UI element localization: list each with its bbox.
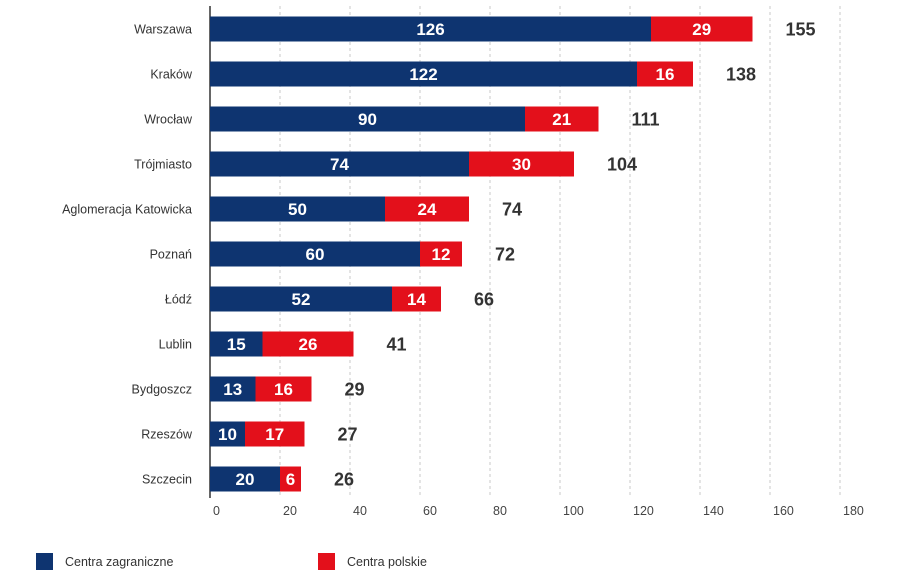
bar-segment-polish xyxy=(420,241,462,267)
category-label: Łódź xyxy=(165,293,192,307)
total-value-label: 138 xyxy=(726,65,756,85)
bar-segment-polish xyxy=(392,286,441,312)
total-value-label: 72 xyxy=(495,245,515,265)
category-label: Aglomeracja Katowicka xyxy=(62,203,192,217)
bar-segment-foreign xyxy=(210,151,469,177)
bar-segment-polish xyxy=(637,61,693,87)
legend-item-polish: Centra polskie xyxy=(318,553,427,570)
bar-value-label: 24 xyxy=(418,200,437,219)
category-label: Warszawa xyxy=(134,23,192,37)
category-labels: Warszawa Kraków Wrocław Trójmiasto Aglomerac… xyxy=(62,23,193,487)
bar-segment-foreign xyxy=(210,61,637,87)
bar-segment-polish xyxy=(525,106,599,132)
bar-value-label: 16 xyxy=(656,65,675,84)
bar-value-label: 60 xyxy=(306,245,325,264)
x-tick-label: 0 xyxy=(213,504,220,518)
bar-value-label: 13 xyxy=(223,380,242,399)
bar-segment-foreign xyxy=(210,466,280,492)
bar-segment-polish xyxy=(255,376,312,402)
x-tick-label: 160 xyxy=(773,504,794,518)
category-label: Bydgoszcz xyxy=(132,383,192,397)
x-tick-label: 20 xyxy=(283,504,297,518)
bar-value-label: 21 xyxy=(552,110,571,129)
bar-segment-foreign xyxy=(210,196,385,222)
legend-swatch-foreign xyxy=(36,553,53,570)
bar-value-label: 12 xyxy=(432,245,451,264)
x-tick-label: 180 xyxy=(843,504,864,518)
bar-value-label: 90 xyxy=(358,110,377,129)
bar-value-label: 6 xyxy=(286,470,295,489)
bar-value-label: 14 xyxy=(407,290,426,309)
total-value-label: 41 xyxy=(387,335,407,355)
total-value-label: 29 xyxy=(345,380,365,400)
category-label: Trójmiasto xyxy=(134,158,192,172)
bar-segment-foreign xyxy=(210,106,525,132)
bar-value-label: 74 xyxy=(330,155,349,174)
legend-item-foreign: Centra zagraniczne xyxy=(36,553,173,570)
total-value-label: 104 xyxy=(607,155,637,175)
bar-value-label: 15 xyxy=(227,335,246,354)
total-value-label: 27 xyxy=(338,425,358,445)
x-tick-label: 40 xyxy=(353,504,367,518)
bar-value-label: 26 xyxy=(299,335,318,354)
bar-value-label: 30 xyxy=(512,155,531,174)
bar-value-label: 17 xyxy=(265,425,284,444)
x-tick-label: 140 xyxy=(703,504,724,518)
bar-value-label: 20 xyxy=(236,470,255,489)
bar-segment-polish xyxy=(651,16,753,42)
category-label: Kraków xyxy=(150,68,193,82)
bar-segment-foreign xyxy=(210,421,245,447)
legend-swatch-polish xyxy=(318,553,335,570)
x-tick-label: 120 xyxy=(633,504,654,518)
total-value-label: 66 xyxy=(474,290,494,310)
bar-segment-foreign xyxy=(210,286,392,312)
bar-segment-foreign xyxy=(210,241,420,267)
x-tick-label: 80 xyxy=(493,504,507,518)
category-label: Lublin xyxy=(159,338,192,352)
bar-value-label: 16 xyxy=(274,380,293,399)
bar-segment-foreign xyxy=(210,331,263,357)
legend-label-foreign: Centra zagraniczne xyxy=(65,554,174,569)
bar-segment-polish xyxy=(469,151,574,177)
bar-segment-polish xyxy=(262,331,354,357)
category-label: Szczecin xyxy=(142,473,192,487)
total-value-label: 111 xyxy=(632,110,660,130)
total-value-label: 155 xyxy=(786,20,816,40)
bar-value-label: 126 xyxy=(416,20,444,39)
bar-segment-polish xyxy=(385,196,469,222)
total-value-label: 74 xyxy=(502,200,522,220)
total-labels: 155 138 111 104 74 72 66 41 29 27 26 xyxy=(334,20,816,490)
x-tick-label: 100 xyxy=(563,504,584,518)
bar-segment-foreign xyxy=(210,16,651,42)
bars: 126 29 122 16 90 21 74 30 50 24 60 12 52 14 15 26 13 16 10… xyxy=(210,16,753,492)
bar-segment-foreign xyxy=(210,376,256,402)
category-label: Rzeszów xyxy=(141,428,193,442)
x-axis-ticks: 0 20 40 60 80 100 120 140 160 180 xyxy=(213,504,864,518)
bar-value-label: 50 xyxy=(288,200,307,219)
bar-value-label: 10 xyxy=(218,425,237,444)
bar-value-label: 122 xyxy=(409,65,437,84)
legend-label-polish: Centra polskie xyxy=(347,554,427,569)
bar-value-label: 52 xyxy=(292,290,311,309)
total-value-label: 26 xyxy=(334,470,354,490)
bar-value-label: 29 xyxy=(692,20,711,39)
bar-segment-polish xyxy=(280,466,301,492)
category-label: Wrocław xyxy=(144,113,193,127)
x-tick-label: 60 xyxy=(423,504,437,518)
category-label: Poznań xyxy=(150,248,192,262)
bar-segment-polish xyxy=(245,421,305,447)
